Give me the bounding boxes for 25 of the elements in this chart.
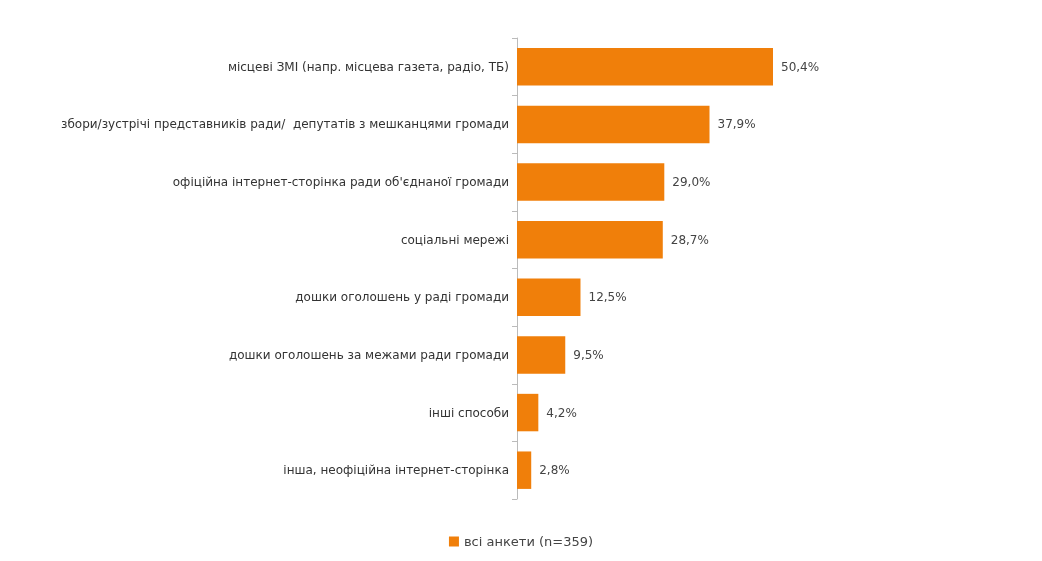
legend-label: всі анкети (n=359) xyxy=(463,534,594,549)
bar xyxy=(517,105,710,144)
y-tick-label: збори/зустрічі представників ради/ депутатів з мешканцями громади xyxy=(61,117,509,132)
data-label: 2,8% xyxy=(539,463,570,478)
y-tick-label: офіційна інтернет-сторінка ради об'єднаної громади xyxy=(172,175,509,190)
y-tick-label: місцеві ЗМІ (напр. місцева газета, радіо, ТБ) xyxy=(227,59,509,74)
bar xyxy=(517,393,539,432)
y-tick-label: соціальні мережі xyxy=(400,232,509,247)
data-label: 37,9% xyxy=(717,117,756,132)
y-tick-label: інші способи xyxy=(428,405,509,420)
y-tick-label: дошки оголошень за межами ради громади xyxy=(228,347,509,362)
data-label: 12,5% xyxy=(588,290,627,305)
y-tick-label: інша, неофіційна інтернет-сторінка xyxy=(283,463,509,478)
data-label: 28,7% xyxy=(670,232,709,247)
bar xyxy=(517,278,581,317)
data-label: 4,2% xyxy=(546,405,577,420)
bar xyxy=(517,336,566,374)
data-label: 29,0% xyxy=(672,175,711,190)
bar xyxy=(517,48,773,86)
bar xyxy=(517,163,665,201)
bar xyxy=(517,220,663,259)
y-tick-label: дошки оголошень у раді громади xyxy=(295,290,509,305)
data-label: 50,4% xyxy=(781,59,820,74)
bar xyxy=(517,451,532,489)
data-label: 9,5% xyxy=(573,347,604,362)
